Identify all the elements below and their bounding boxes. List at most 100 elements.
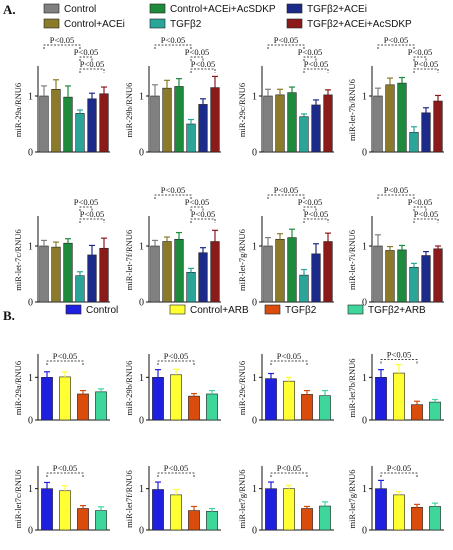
significance-bracket [267, 194, 305, 199]
y-tick-label: 0 [362, 526, 367, 537]
legend-a-label: Control+ACEi+AcSDKP [170, 4, 276, 15]
bar [188, 395, 200, 421]
significance-label: P<0.05 [304, 209, 328, 219]
y-tick-label: 1 [28, 242, 33, 253]
bar [206, 393, 218, 421]
bar [411, 506, 423, 531]
legend-a-swatch [149, 3, 166, 14]
significance-label: P<0.05 [304, 59, 328, 69]
bar [198, 252, 208, 303]
bar [265, 488, 277, 531]
bar [39, 95, 49, 153]
significance-bracket [157, 360, 195, 365]
legend-b-label: Control+ARB [190, 305, 249, 316]
significance-bracket [43, 44, 81, 49]
y-tick-label: 1 [362, 484, 367, 495]
bar [397, 249, 407, 303]
bar [323, 241, 333, 303]
significance-label: P<0.05 [298, 197, 322, 207]
y-tick-label: 0 [28, 148, 33, 159]
y-tick-label: 0 [139, 148, 144, 159]
chart-b-4: 0 1 miR-let7c/RNU6 P<0.05 [13, 463, 110, 537]
bar [393, 494, 405, 531]
bar [287, 237, 297, 303]
significance-label: P<0.05 [384, 35, 408, 45]
y-tick-label: 0 [252, 148, 257, 159]
significance-bracket [377, 194, 415, 199]
significance-bracket [79, 218, 105, 223]
bar [162, 87, 172, 153]
chart-b-5: 0 1 miR-let7f/RNU6 P<0.05 [124, 463, 221, 537]
legend-b-swatch [264, 304, 281, 315]
bar [75, 275, 85, 303]
y-axis-label: miR-let7g/RNU6 [237, 469, 247, 528]
chart-b-3: 0 1 miR-let7b/RNU6 P<0.05 [347, 350, 444, 427]
y-tick-label: 1 [139, 484, 144, 495]
significance-bracket [413, 56, 427, 61]
significance-bracket [190, 206, 204, 211]
y-tick-label: 1 [252, 373, 257, 384]
y-axis-label: miR-let7b/RNU6 [347, 358, 357, 417]
y-tick-label: 1 [28, 373, 33, 384]
bar [63, 242, 73, 303]
panel-label-b: B. [3, 308, 15, 323]
significance-bracket [79, 68, 105, 73]
bar [429, 506, 441, 531]
significance-bracket [303, 56, 317, 61]
bar [174, 86, 184, 153]
legend-a-label: Control+ACEi [64, 19, 125, 30]
legend-a-swatch [43, 3, 60, 14]
bar [385, 250, 395, 303]
significance-bracket [267, 44, 305, 49]
significance-bracket [154, 194, 192, 199]
y-axis-label: miR-29a/RNU6 [13, 361, 23, 415]
y-tick-label: 0 [28, 416, 33, 427]
bar [433, 248, 443, 303]
y-tick-label: 0 [139, 298, 144, 309]
y-tick-label: 0 [362, 148, 367, 159]
legend-a-label: TGFβ2 [170, 19, 202, 30]
legend-b-swatch [169, 304, 186, 315]
chart-b-7: 0 1 miR-let7g/RNU6 P<0.05 [347, 463, 444, 537]
bar [210, 87, 220, 153]
y-axis-label: miR-let-7g/RNU6 [237, 229, 247, 291]
significance-label: P<0.05 [185, 197, 209, 207]
significance-bracket [270, 472, 308, 477]
chart-b-6: 0 1 miR-let7g/RNU6 P<0.05 [237, 463, 334, 537]
significance-bracket [46, 360, 84, 365]
bar [150, 245, 160, 303]
y-axis-label: miR-let7c/RNU6 [13, 470, 23, 529]
y-axis-label: miR-let-7f/RNU6 [124, 230, 134, 290]
legend-a-swatch [149, 18, 166, 29]
bar [301, 508, 313, 531]
bar [263, 245, 273, 303]
y-tick-label: 0 [28, 526, 33, 537]
bar [87, 98, 97, 153]
significance-label: P<0.05 [74, 47, 98, 57]
bar [433, 100, 443, 153]
significance-label: P<0.05 [185, 47, 209, 57]
y-tick-label: 1 [139, 242, 144, 253]
y-tick-label: 0 [252, 416, 257, 427]
significance-label: P<0.05 [53, 463, 77, 473]
y-tick-label: 0 [362, 298, 367, 309]
significance-label: P<0.05 [164, 351, 188, 361]
y-tick-label: 1 [139, 92, 144, 103]
significance-label: P<0.05 [387, 350, 411, 360]
y-tick-label: 0 [362, 416, 367, 427]
panel-label-a: A. [3, 2, 16, 17]
significance-label: P<0.05 [408, 197, 432, 207]
significance-bracket [46, 472, 84, 477]
bar [41, 488, 53, 531]
significance-bracket [190, 218, 216, 223]
bar [206, 511, 218, 531]
bar [87, 254, 97, 303]
bar [186, 272, 196, 303]
significance-label: P<0.05 [50, 35, 74, 45]
significance-label: P<0.05 [414, 209, 438, 219]
bar [170, 374, 182, 421]
